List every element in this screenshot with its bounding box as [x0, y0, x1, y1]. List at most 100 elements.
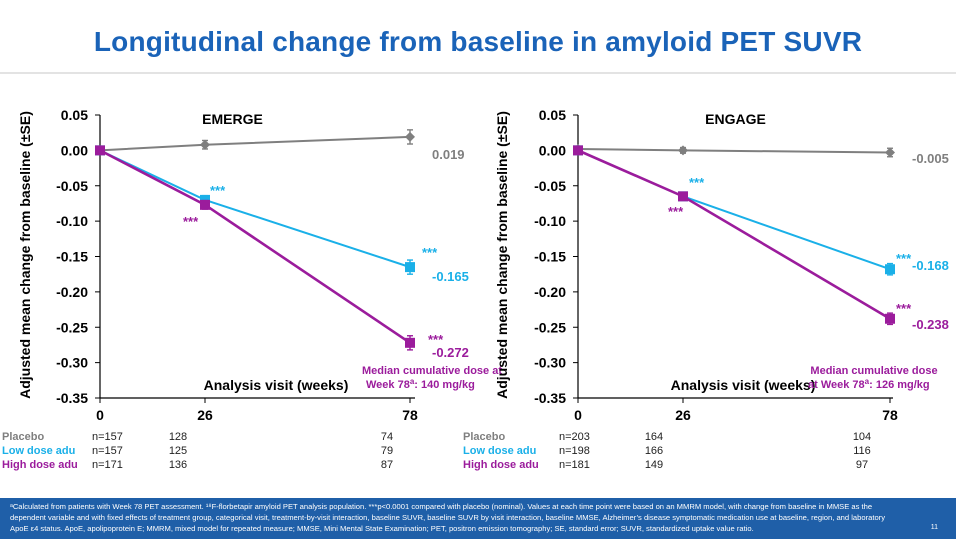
n-table-cell: 166 — [644, 445, 664, 457]
n-table-cell: 125 — [168, 445, 188, 457]
y-tick-label: -0.25 — [534, 319, 566, 335]
significance-marker: *** — [428, 332, 444, 347]
y-tick-label: 0.00 — [539, 142, 566, 158]
y-tick-label: -0.20 — [56, 284, 88, 300]
end-value-label: -0.238 — [912, 317, 949, 332]
data-point-low — [885, 264, 895, 275]
panel-title: ENGAGE — [705, 111, 766, 127]
dose-annotation-superscript: a — [410, 377, 415, 386]
footnote-text: ᵃCalculated from patients with Week 78 P… — [10, 502, 885, 533]
n-table-cell: 79 — [380, 445, 394, 457]
y-tick-label: -0.15 — [534, 249, 566, 265]
n-table-group-label: Low dose adu — [463, 445, 537, 457]
end-value-label: -0.272 — [432, 345, 469, 360]
dose-annotation-dose: : 126 mg/kg — [869, 379, 930, 391]
significance-marker: *** — [668, 204, 684, 219]
n-table-cell: 116 — [853, 445, 871, 457]
y-axis-label: Adjusted mean change from baseline (±SE) — [494, 111, 510, 399]
series-line-placebo — [577, 147, 891, 154]
n-table-group-label: Placebo — [2, 431, 45, 443]
dose-annotation-line1: Median cumulative dose — [810, 365, 937, 377]
n-table-cell: 149 — [644, 459, 664, 471]
y-tick-label: -0.05 — [56, 178, 88, 194]
n-table-cell: 97 — [855, 459, 869, 471]
series-line-high — [99, 149, 411, 344]
x-tick-label: 78 — [882, 407, 898, 423]
y-tick-label: -0.35 — [56, 390, 88, 406]
footnote-bar: ᵃCalculated from patients with Week 78 P… — [0, 498, 956, 539]
data-point-high — [678, 191, 688, 202]
series-line-low — [577, 149, 891, 271]
slide-title: Longitudinal change from baseline in amy… — [93, 26, 863, 57]
n-table-cell: n=157 — [92, 431, 123, 443]
dose-annotation-dose: : 140 mg/kg — [414, 379, 475, 391]
y-tick-label: -0.30 — [534, 355, 566, 371]
end-value-label: 0.019 — [432, 147, 465, 162]
dose-annotation-week: at Week 78 — [808, 379, 865, 391]
x-tick-label: 78 — [402, 407, 418, 423]
data-point-high — [95, 145, 105, 156]
charts-canvas: 0.05 0.00 -0.05 -0.10 -0.15 -0.20 -0.25 -0.30 -0… — [17, 107, 949, 423]
end-value-label: -0.005 — [912, 151, 949, 166]
x-axis-label: Analysis visit (weeks) — [204, 377, 349, 393]
dose-annotation-line2: at Week 78a: 126 mg/kg — [808, 377, 930, 391]
data-point-placebo — [885, 147, 895, 158]
n-table-cell: n=203 — [559, 431, 590, 443]
significance-marker: *** — [210, 183, 226, 198]
y-tick-label: -0.35 — [534, 390, 566, 406]
y-tick-label: -0.25 — [56, 319, 88, 335]
engage-n-table: Placebo n=203 164 104 Low dose adu n=198 166 11… — [463, 430, 933, 474]
n-table-cell: 136 — [168, 459, 188, 471]
n-table-row-placebo: Placebo n=157 128 74 — [2, 430, 442, 444]
n-table-cell: 128 — [168, 431, 188, 443]
n-table-cell: n=157 — [92, 445, 123, 457]
n-table-cell: n=181 — [559, 459, 590, 471]
n-table-group-label: Low dose adu — [2, 445, 76, 457]
x-tick-label: 26 — [197, 407, 213, 423]
end-value-label: -0.168 — [912, 258, 949, 273]
data-point-high — [405, 337, 415, 348]
n-table-group-label: High dose adu — [463, 459, 539, 471]
n-table-cell: 104 — [852, 431, 872, 443]
n-table-row-high: High dose adu n=181 149 97 — [463, 458, 933, 472]
end-value-label: -0.165 — [432, 269, 469, 284]
x-axis-label: Analysis visit (weeks) — [671, 377, 816, 393]
n-table-group-label: Placebo — [463, 431, 506, 443]
n-table-row-low: Low dose adu n=198 166 116 — [463, 444, 933, 458]
significance-marker: *** — [689, 175, 705, 190]
significance-marker: *** — [896, 251, 912, 266]
n-table-cell: n=198 — [559, 445, 590, 457]
dose-annotation-superscript: a — [865, 377, 870, 386]
y-tick-label: -0.10 — [56, 213, 88, 229]
series-line-high — [577, 149, 891, 320]
dose-annotation-week: Week 78 — [366, 379, 410, 391]
n-table-cell: 74 — [380, 431, 394, 443]
n-table-row-low: Low dose adu n=157 125 79 — [2, 444, 442, 458]
n-table-row-high: High dose adu n=171 136 87 — [2, 458, 442, 472]
significance-marker: *** — [183, 214, 199, 229]
x-tick-label: 26 — [675, 407, 691, 423]
n-table-cell: 164 — [644, 431, 664, 443]
y-tick-label: -0.30 — [56, 355, 88, 371]
emerge-n-table: Placebo n=157 128 74 Low dose adu n=157 125 79 H… — [2, 430, 442, 474]
y-tick-label: -0.20 — [534, 284, 566, 300]
dose-annotation-line1: Median cumulative dose at — [362, 365, 502, 377]
series-line-low — [99, 149, 411, 269]
n-table-cell: n=171 — [92, 459, 123, 471]
data-point-low — [405, 262, 415, 273]
data-point-high — [573, 145, 583, 156]
x-tick-label: 0 — [574, 407, 582, 423]
y-axis-label: Adjusted mean change from baseline (±SE) — [17, 111, 33, 399]
y-tick-label: -0.05 — [534, 178, 566, 194]
n-table-row-placebo: Placebo n=203 164 104 — [463, 430, 933, 444]
significance-marker: *** — [422, 245, 438, 260]
data-point-placebo — [405, 131, 415, 142]
y-tick-label: -0.10 — [534, 213, 566, 229]
data-point-high — [885, 313, 895, 324]
y-tick-label: 0.00 — [61, 142, 88, 158]
y-tick-label: -0.15 — [56, 249, 88, 265]
data-point-placebo — [678, 145, 688, 156]
dose-annotation-line2: Week 78a: 140 mg/kg — [366, 377, 475, 391]
x-tick-label: 0 — [96, 407, 104, 423]
n-table-cell: 87 — [380, 459, 394, 471]
